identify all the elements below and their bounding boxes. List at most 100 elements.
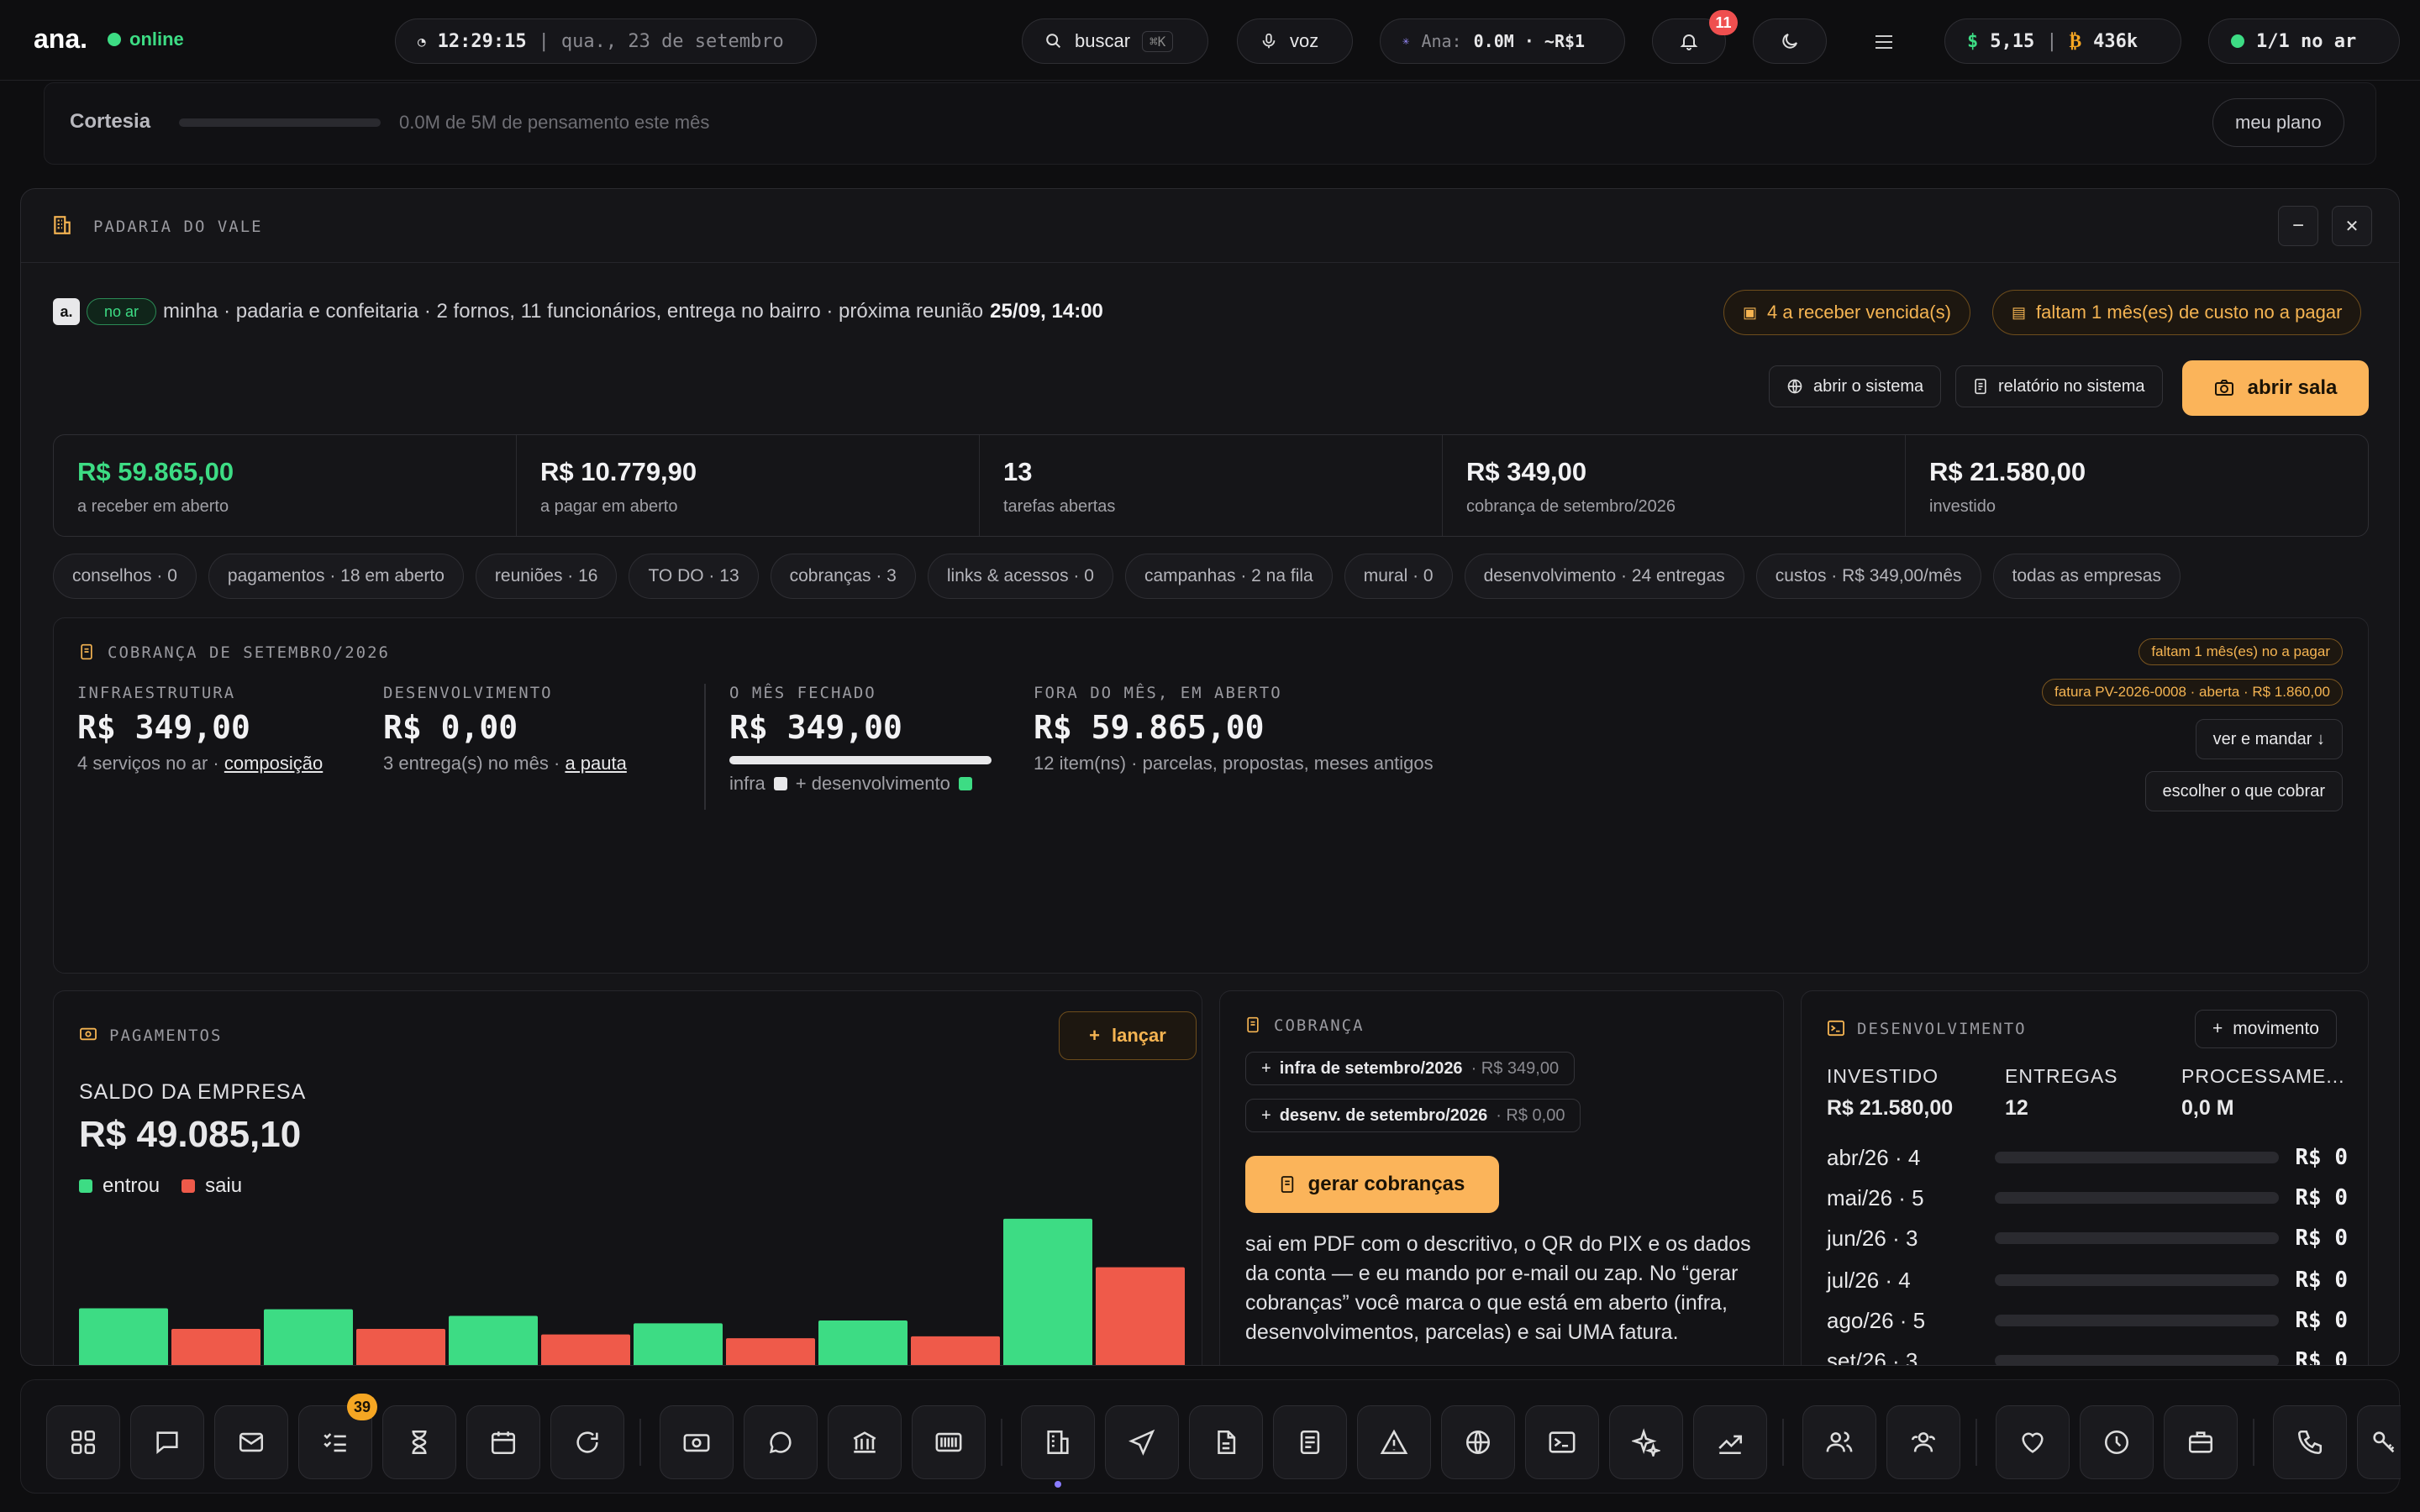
dock-mail-button[interactable] bbox=[214, 1405, 288, 1479]
dock-refresh-button[interactable] bbox=[550, 1405, 624, 1479]
dock-briefcase-button[interactable] bbox=[2164, 1405, 2238, 1479]
bell-icon bbox=[1680, 34, 1698, 50]
dock-bank-button[interactable] bbox=[828, 1405, 902, 1479]
stat-receivable[interactable]: R$ 59.865,00 a receber em aberto bbox=[54, 435, 517, 536]
chip-advice[interactable]: conselhos · 0 bbox=[53, 554, 197, 599]
composition-link[interactable]: composição bbox=[224, 753, 324, 774]
open-system-button[interactable]: abrir o sistema bbox=[1769, 365, 1942, 407]
chip-costs[interactable]: custos · R$ 349,00/mês bbox=[1755, 554, 1981, 599]
dock-document-button[interactable] bbox=[1189, 1405, 1263, 1479]
billing-title: COBRANÇA DE SETEMBRO/2026 bbox=[108, 643, 390, 662]
search-button[interactable]: buscar ⌘K bbox=[1022, 18, 1208, 64]
camera-icon bbox=[80, 1027, 97, 1041]
dock-team-button[interactable] bbox=[1886, 1405, 1960, 1479]
dock-barcode-button[interactable] bbox=[912, 1405, 986, 1479]
dev-month-row[interactable]: ago/26 · 5 R$ 0 bbox=[1827, 1304, 2348, 1337]
agenda-link[interactable]: a pauta bbox=[565, 753, 627, 774]
dev-month-row[interactable]: mai/26 · 5 R$ 0 bbox=[1827, 1181, 2348, 1215]
stat-invested[interactable]: R$ 21.580,00 investido bbox=[1906, 435, 2368, 536]
dock-dashboard-button[interactable] bbox=[46, 1405, 120, 1479]
bitcoin-icon: ₿ bbox=[2069, 31, 2082, 52]
dock-favorites-button[interactable] bbox=[1996, 1405, 2070, 1479]
report-button[interactable]: relatório no sistema bbox=[1955, 365, 2163, 407]
dev-month-row[interactable]: abr/26 · 4 R$ 0 bbox=[1827, 1141, 2348, 1174]
launch-button[interactable]: + lançar bbox=[1059, 1011, 1197, 1060]
chip-meetings[interactable]: reuniões · 16 bbox=[475, 554, 618, 599]
close-button[interactable]: ✕ bbox=[2332, 206, 2372, 246]
dock-timer-button[interactable] bbox=[382, 1405, 456, 1479]
chip-all-companies[interactable]: todas as empresas bbox=[1992, 554, 2181, 599]
missing-months-tag[interactable]: faltam 1 mês(es) no a pagar bbox=[2139, 638, 2343, 665]
dock-users-button[interactable] bbox=[1802, 1405, 1876, 1479]
dock-ai-button[interactable] bbox=[1609, 1405, 1683, 1479]
bar-out bbox=[726, 1338, 815, 1365]
stat-billing[interactable]: R$ 349,00 cobrança de setembro/2026 bbox=[1443, 435, 1906, 536]
infra-label: INFRAESTRUTURA bbox=[77, 684, 236, 702]
chip-wall[interactable]: mural · 0 bbox=[1344, 554, 1453, 599]
costs-alert[interactable]: ▤ faltam 1 mês(es) de custo no a pagar bbox=[1992, 290, 2362, 335]
dock-messages-button[interactable] bbox=[744, 1405, 818, 1479]
billing-item-infra[interactable]: + infra de setembro/2026 · R$ 349,00 bbox=[1245, 1052, 1576, 1085]
billing-item-dev[interactable]: + desenv. de setembro/2026 · R$ 0,00 bbox=[1245, 1099, 1581, 1132]
live-status-pill[interactable]: 1/1 no ar bbox=[2208, 18, 2400, 64]
processing-kpi: PROCESSAME... 0,0 M bbox=[2181, 1065, 2349, 1121]
camera-icon: ▣ bbox=[1743, 303, 1758, 321]
clock-date: qua., 23 de setembro bbox=[560, 30, 784, 52]
dev-month-row[interactable]: jun/26 · 3 R$ 0 bbox=[1827, 1221, 2348, 1255]
invoice-tag[interactable]: fatura PV-2026-0008 · aberta · R$ 1.860,… bbox=[2042, 679, 2343, 706]
generate-billing-button[interactable]: gerar cobranças bbox=[1245, 1156, 1499, 1213]
menu-button[interactable] bbox=[1870, 29, 1897, 55]
tasks-badge: 39 bbox=[347, 1394, 377, 1420]
dev-value: R$ 0,00 bbox=[383, 709, 518, 746]
stat-value: 13 bbox=[1003, 457, 1033, 486]
chip-links[interactable]: links & acessos · 0 bbox=[927, 554, 1113, 599]
movement-button[interactable]: + movimento bbox=[2195, 1010, 2337, 1048]
chip-development[interactable]: desenvolvimento · 24 entregas bbox=[1464, 554, 1744, 599]
dock-web-button[interactable] bbox=[1441, 1405, 1515, 1479]
dev-month-bar bbox=[1995, 1315, 2279, 1326]
trend-icon bbox=[1718, 1435, 1743, 1455]
stat-payable[interactable]: R$ 10.779,90 a pagar em aberto bbox=[517, 435, 980, 536]
chip-payments[interactable]: pagamentos · 18 em aberto bbox=[208, 554, 464, 599]
bar-in bbox=[634, 1323, 723, 1365]
open-room-button[interactable]: abrir sala bbox=[2182, 360, 2369, 416]
dev-month-row[interactable]: set/26 · 3 R$ 0 bbox=[1827, 1344, 2348, 1365]
chip-todo[interactable]: TO DO · 13 bbox=[629, 554, 759, 599]
view-send-button[interactable]: ver e mandar ↓ bbox=[2195, 719, 2343, 759]
choose-billing-button[interactable]: escolher o que cobrar bbox=[2144, 771, 2343, 811]
dock-trends-button[interactable] bbox=[1693, 1405, 1767, 1479]
ana-usage-pill[interactable]: ✳ Ana: 0.0M · ~R$1 bbox=[1380, 18, 1625, 64]
chip-billing[interactable]: cobranças · 3 bbox=[770, 554, 916, 599]
dock-receipt-button[interactable] bbox=[1273, 1405, 1347, 1479]
processing-value: 0,0 M bbox=[2181, 1096, 2234, 1120]
dock-terminal-button[interactable] bbox=[1525, 1405, 1599, 1479]
open-value: R$ 59.865,00 bbox=[1034, 709, 1265, 746]
dock-company-button[interactable] bbox=[1021, 1405, 1095, 1479]
dock-chat-button[interactable] bbox=[130, 1405, 204, 1479]
app-logo[interactable]: ana. bbox=[34, 24, 88, 54]
online-status: online bbox=[108, 29, 184, 50]
bar-out bbox=[1096, 1267, 1185, 1365]
chip-campaigns[interactable]: campanhas · 2 na fila bbox=[1124, 554, 1333, 599]
dock-phone-button[interactable] bbox=[2273, 1405, 2347, 1479]
users-icon bbox=[1826, 1431, 1853, 1452]
my-plan-button[interactable]: meu plano bbox=[2212, 98, 2344, 147]
theme-toggle[interactable] bbox=[1753, 18, 1827, 64]
legend-out: saiu bbox=[205, 1174, 243, 1197]
dock-payments-button[interactable] bbox=[660, 1405, 734, 1479]
dock-alerts-button[interactable] bbox=[1357, 1405, 1431, 1479]
dock-keys-button[interactable] bbox=[2357, 1405, 2401, 1479]
dock-history-button[interactable] bbox=[2080, 1405, 2154, 1479]
balance-pill[interactable]: $ 5,15 | ₿ 436k bbox=[1944, 18, 2181, 64]
dev-month-row[interactable]: jul/26 · 4 R$ 0 bbox=[1827, 1263, 2348, 1297]
receivables-alert[interactable]: ▣ 4 a receber vencida(s) bbox=[1723, 290, 1970, 335]
dock-calendar-button[interactable] bbox=[466, 1405, 540, 1479]
dock-send-button[interactable] bbox=[1105, 1405, 1179, 1479]
legend-dev-swatch bbox=[958, 777, 972, 790]
open-room-label: abrir sala bbox=[2247, 376, 2338, 399]
voice-button[interactable]: voz bbox=[1237, 18, 1353, 64]
stat-tasks[interactable]: 13 tarefas abertas bbox=[980, 435, 1443, 536]
minimize-button[interactable]: − bbox=[2278, 206, 2318, 246]
chart-legend: entrou saiu bbox=[79, 1174, 242, 1198]
briefcase-icon bbox=[2188, 1431, 2213, 1453]
